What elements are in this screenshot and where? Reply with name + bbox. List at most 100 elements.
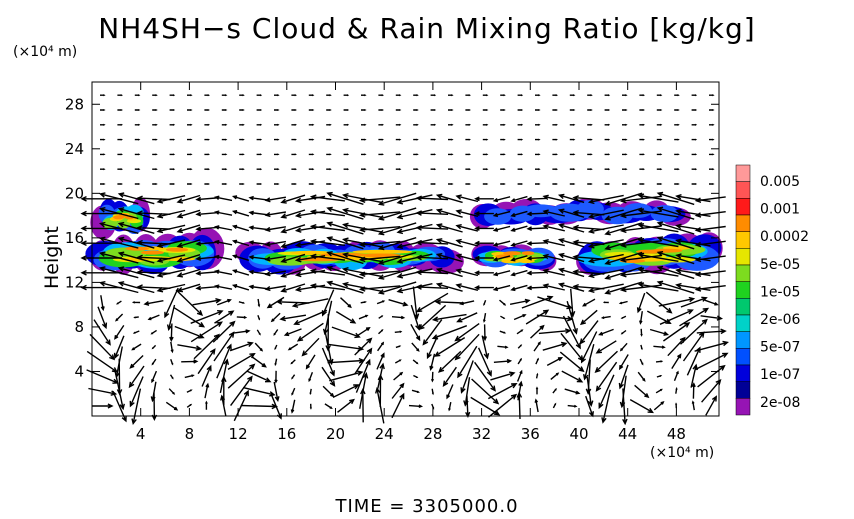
wind-arrow — [204, 123, 210, 126]
wind-arrow — [500, 182, 506, 186]
wind-arrow — [332, 384, 360, 399]
wind-arrow — [205, 400, 208, 410]
wind-arrow — [455, 224, 479, 232]
wind-arrow — [305, 354, 316, 370]
wind-arrow — [656, 236, 695, 250]
x-tick-label: 16 — [277, 425, 296, 443]
wind-arrow — [557, 267, 585, 278]
wind-arrow — [535, 168, 541, 171]
wind-arrow — [587, 268, 624, 279]
wind-arrow — [538, 328, 572, 335]
wind-arrow — [709, 168, 715, 171]
wind-arrow — [280, 238, 306, 249]
wind-arrow — [619, 210, 662, 219]
wind-arrow — [129, 376, 144, 408]
wind-arrow — [659, 309, 694, 325]
wind-arrow — [150, 381, 157, 403]
wind-arrow — [361, 123, 367, 126]
wind-arrow — [604, 281, 643, 295]
wind-arrow — [264, 226, 287, 232]
wind-arrow — [361, 153, 367, 156]
wind-arrow — [128, 365, 145, 389]
wind-arrow — [691, 138, 698, 141]
wind-arrow — [248, 195, 268, 201]
wind-arrow — [435, 267, 463, 278]
wind-arrow — [274, 123, 280, 126]
wind-arrow — [256, 138, 263, 141]
wind-arrow — [533, 341, 541, 352]
wind-arrow — [474, 285, 494, 291]
wind-arrow — [308, 182, 315, 186]
wind-arrow — [283, 328, 302, 337]
wind-arrow — [656, 251, 695, 265]
wind-arrow — [296, 322, 324, 342]
wind-arrow — [134, 168, 141, 171]
wind-arrow — [291, 182, 297, 186]
wind-arrow — [675, 253, 711, 262]
wind-arrow — [197, 348, 216, 375]
wind-arrow — [156, 239, 186, 249]
wind-arrow — [256, 329, 261, 336]
wind-arrow — [257, 298, 261, 308]
wind-arrow — [595, 340, 617, 354]
wind-arrow — [176, 254, 201, 263]
wind-arrow — [516, 369, 523, 382]
wind-arrow — [435, 252, 463, 263]
wind-arrow — [561, 370, 584, 383]
wind-arrow — [694, 255, 726, 263]
wind-arrow — [492, 284, 511, 292]
wind-arrow — [322, 300, 333, 336]
wind-arrow — [709, 182, 715, 186]
wind-arrow — [535, 182, 541, 186]
wind-arrow — [214, 210, 233, 216]
wind-arrow — [598, 374, 615, 410]
wind-arrow — [214, 225, 233, 231]
wind-arrow — [569, 94, 576, 97]
wind-arrow — [694, 196, 726, 203]
wind-arrow — [92, 403, 114, 409]
wind-arrow — [604, 222, 643, 236]
colorbar-swatch — [735, 331, 751, 349]
wind-arrow — [492, 270, 511, 277]
wind-arrow — [291, 153, 297, 156]
wind-arrow — [361, 138, 367, 141]
wind-arrow — [354, 347, 373, 375]
colorbar-swatch — [735, 164, 751, 182]
x-tick-label: 24 — [375, 425, 394, 443]
wind-arrow — [595, 361, 618, 392]
wind-arrow — [639, 168, 645, 171]
cloud-cell — [518, 259, 535, 264]
wind-arrow — [694, 352, 729, 371]
wind-arrow — [412, 359, 419, 365]
wind-arrow — [674, 108, 680, 112]
wind-arrow — [291, 387, 296, 396]
wind-arrow — [435, 282, 463, 292]
wind-arrow — [639, 94, 645, 97]
wind-arrow — [535, 138, 541, 141]
wind-arrow — [212, 320, 236, 343]
wind-arrow — [500, 94, 506, 97]
wind-arrow — [291, 374, 296, 380]
wind-arrow — [358, 255, 401, 263]
wind-arrow — [264, 270, 287, 277]
wind-arrow — [291, 168, 297, 171]
wind-arrow — [456, 312, 478, 323]
wind-arrow — [426, 335, 439, 360]
wind-arrow — [474, 270, 494, 276]
wind-arrow — [671, 353, 682, 369]
wind-arrow — [100, 138, 106, 141]
wind-arrow — [361, 168, 367, 171]
wind-arrow — [136, 254, 171, 261]
wind-arrow — [517, 108, 524, 112]
wind-arrow — [639, 123, 645, 126]
wind-arrow — [80, 210, 122, 217]
wind-arrow — [337, 398, 355, 413]
wind-arrow — [500, 138, 506, 141]
colorbar-swatch — [735, 348, 751, 366]
x-tick-label: 40 — [569, 425, 588, 443]
wind-arrow — [309, 224, 345, 232]
wind-arrow — [169, 123, 176, 126]
y-tick-label: 8 — [74, 318, 84, 336]
wind-arrow — [343, 182, 350, 186]
